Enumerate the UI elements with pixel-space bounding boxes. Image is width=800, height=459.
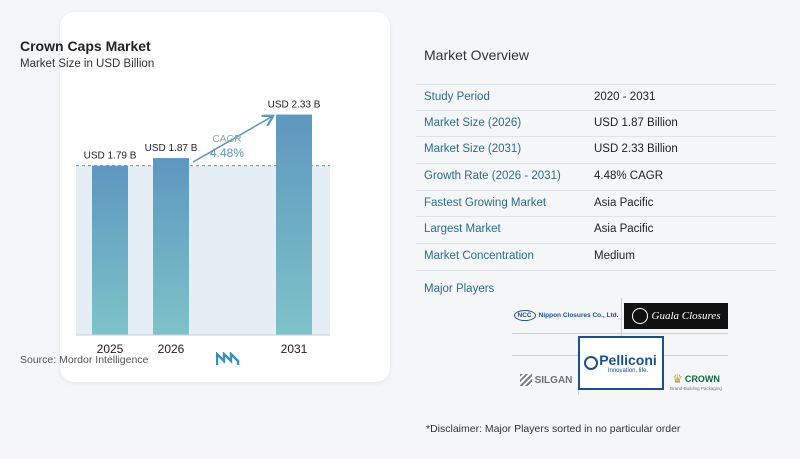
pelliconi-logo: Pelliconi Innovation, life. xyxy=(578,336,664,390)
nippon-closures-logo: NCC Nippon Closures Co., Ltd. xyxy=(512,304,620,326)
disclaimer: *Disclaimer: Major Players sorted in no … xyxy=(426,423,681,435)
guala-g-icon xyxy=(631,308,648,324)
row-label: Market Size (2026) xyxy=(424,116,522,129)
row-value: USD 1.87 Billion xyxy=(594,116,678,129)
table-row: Fastest Growing Market Asia Pacific xyxy=(416,191,776,218)
bar-2025 xyxy=(92,165,128,335)
crown-name: CROWN xyxy=(684,373,720,384)
logo-grid-divider xyxy=(512,333,728,334)
pelliconi-name: Pelliconi xyxy=(599,352,657,368)
overview-title: Market Overview xyxy=(424,47,530,63)
bar-value-label: USD 1.79 B xyxy=(84,151,137,162)
bar-value-label: USD 1.87 B xyxy=(145,143,198,154)
crown-tagline: Brand-Building Packaging xyxy=(670,385,722,391)
bar-2031 xyxy=(276,114,312,336)
cagr-label: CAGR xyxy=(213,134,242,145)
silgan-stripes-icon xyxy=(519,374,532,386)
row-label: Largest Market xyxy=(424,223,501,236)
row-label: Growth Rate (2026 - 2031) xyxy=(424,170,561,183)
cagr-value: 4.48% xyxy=(210,146,244,160)
table-row: Growth Rate (2026 - 2031) 4.48% CAGR xyxy=(416,164,776,191)
table-row: Market Size (2026) USD 1.87 Billion xyxy=(416,111,776,138)
logo-grid-divider xyxy=(621,298,622,355)
x-tick-label: 2031 xyxy=(281,342,308,356)
row-value: USD 2.33 Billion xyxy=(594,143,678,156)
chart-title: Crown Caps Market xyxy=(20,38,151,54)
bar-2026 xyxy=(153,158,189,335)
table-row: Study Period 2020 - 2031 xyxy=(416,84,776,111)
row-label: Market Concentration xyxy=(424,250,534,263)
chart-subtitle: Market Size in USD Billion xyxy=(20,58,155,70)
row-value: Asia Pacific xyxy=(594,196,654,209)
crown-logo: ♛ CROWN Brand-Building Packaging xyxy=(666,368,726,394)
row-value: 4.48% CAGR xyxy=(594,170,664,183)
pelliconi-tagline: Innovation, life. xyxy=(607,368,649,374)
silgan-logo: SILGAN xyxy=(516,370,576,390)
table-row: Market Concentration Medium xyxy=(416,244,776,271)
table-row: Largest Market Asia Pacific xyxy=(416,217,776,245)
x-tick-label: 2026 xyxy=(158,342,185,356)
pelliconi-p-icon xyxy=(584,356,598,370)
row-value: Asia Pacific xyxy=(594,223,654,236)
bar-chart: USD 1.79 B 2025 USD 1.87 B 2026 USD 2.33 B 20… xyxy=(76,100,330,356)
nippon-name: Nippon Closures Co., Ltd. xyxy=(538,311,619,319)
guala-closures-logo: Guala Closures xyxy=(624,303,728,329)
bar-value-label: USD 2.33 B xyxy=(268,100,321,111)
row-value: Medium xyxy=(594,250,635,263)
source-note: Source: Mordor Intelligence xyxy=(20,354,149,366)
row-label: Study Period xyxy=(424,91,490,103)
row-label: Fastest Growing Market xyxy=(424,196,547,209)
overview-table: Study Period 2020 - 2031 Market Size (202… xyxy=(416,84,776,271)
ncc-badge: NCC xyxy=(513,309,536,321)
table-row: Market Size (2031) USD 2.33 Billion xyxy=(416,137,776,165)
guala-name: Guala Closures xyxy=(651,310,721,322)
x-tick-label: 2025 xyxy=(97,342,124,356)
mordor-logo-icon xyxy=(216,352,240,365)
row-value: 2020 - 2031 xyxy=(594,91,656,103)
major-players-title: Major Players xyxy=(424,283,495,295)
row-label: Market Size (2031) xyxy=(424,143,522,156)
crown-icon: ♛ xyxy=(672,371,683,386)
cagr-arrow xyxy=(192,117,272,163)
silgan-name: SILGAN xyxy=(534,374,573,386)
